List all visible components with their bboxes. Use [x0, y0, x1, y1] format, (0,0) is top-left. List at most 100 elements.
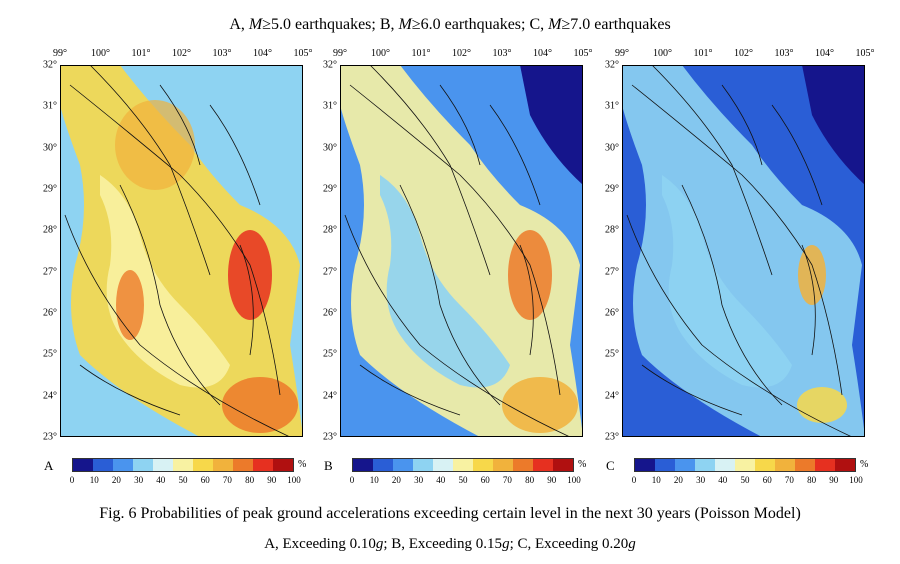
colorbar-swatch [253, 459, 273, 471]
hazard-map [60, 65, 303, 437]
colorbar-swatch [815, 459, 835, 471]
longitude-tick-label: 103° [492, 48, 512, 59]
title-rest-c: ≥7.0 earthquakes [561, 16, 671, 33]
longitude-tick-label: 100° [653, 48, 672, 59]
colorbar-tick-label: 50 [458, 475, 468, 485]
fault-line [801, 244, 816, 356]
fault-line [159, 84, 201, 166]
hazard-belt-inner [662, 175, 792, 388]
longitude-tick-label: 99° [615, 48, 629, 59]
colorbar-swatch [393, 459, 413, 471]
fault-line [771, 104, 823, 206]
colorbar-swatch [635, 459, 655, 471]
latitude-tick-label: 23° [43, 431, 57, 443]
panel-label: B [324, 458, 333, 473]
map-frame [60, 65, 303, 437]
colorbar-tick-label: 40 [156, 475, 166, 485]
fault-line [651, 65, 773, 276]
colorbar-tick-label: 40 [436, 475, 446, 485]
colorbar-tick-label: 30 [134, 475, 144, 485]
colorbar-ticks: 0 10 20 30 40 50 60 70 80 90 100 [69, 475, 301, 487]
fault-line [209, 104, 261, 206]
fault-line [439, 84, 481, 166]
colorbar-tick-label: 100 [567, 475, 581, 485]
colorbar-swatch [133, 459, 153, 471]
longitude-labels: 99° 100° 101° 102° 103° 104° 105° [310, 48, 593, 64]
map-frame [622, 65, 865, 437]
latitude-tick-label: 29° [323, 183, 337, 195]
longitude-tick-label: 102° [452, 48, 471, 59]
map-panel-c: 99° 100° 101° 102° 103° 104° 105° 32° 31° 30° 29° 2… [592, 48, 875, 498]
colorbar [352, 458, 574, 472]
latitude-tick-label: 25° [43, 348, 57, 360]
longitude-tick-label: 105° [573, 48, 593, 59]
hazard-belt-inner [380, 175, 510, 388]
fault-line [489, 104, 541, 206]
colorbar-tick-label: 0 [69, 475, 75, 485]
colorbar-swatch [273, 459, 293, 471]
fault-line [721, 84, 763, 166]
latitude-tick-label: 25° [605, 348, 619, 360]
longitude-tick-label: 104° [815, 48, 834, 59]
colorbar-tick-label: 80 [245, 475, 255, 485]
fault-line [359, 364, 461, 416]
latitude-tick-label: 27° [323, 266, 337, 278]
panel-label: C [606, 458, 615, 473]
colorbar-swatch [513, 459, 533, 471]
colorbar [634, 458, 856, 472]
title-m-a: M [248, 16, 263, 33]
latitude-tick-label: 32° [323, 59, 337, 71]
latitude-tick-label: 24° [323, 390, 337, 402]
longitude-tick-label: 105° [855, 48, 875, 59]
colorbar-tick-label: 40 [718, 475, 728, 485]
colorbar-tick-label: 70 [222, 475, 232, 485]
longitude-labels: 99° 100° 101° 102° 103° 104° 105° [592, 48, 875, 64]
longitude-tick-label: 101° [411, 48, 431, 59]
colorbar-tick-label: 10 [89, 475, 99, 485]
longitude-tick-label: 100° [91, 48, 110, 59]
longitude-tick-label: 104° [253, 48, 272, 59]
title-part-a: A, [229, 16, 249, 33]
fault-line [89, 65, 211, 276]
colorbar-swatch [173, 459, 193, 471]
colorbar-tick-label: 80 [807, 475, 817, 485]
colorbar-ticks: 0 10 20 30 40 50 60 70 80 90 100 [632, 475, 863, 487]
latitude-tick-label: 24° [43, 390, 57, 402]
colorbar-swatch [433, 459, 453, 471]
colorbar-tick-label: 80 [525, 475, 535, 485]
colorbar-tick-label: 10 [651, 475, 661, 485]
subcaption-g-c: g [628, 536, 636, 552]
hazard-hotspot-east [798, 245, 826, 305]
longitude-tick-label: 99° [333, 48, 347, 59]
colorbar-tick-label: 90 [829, 475, 839, 485]
fault-line [681, 184, 783, 406]
latitude-tick-label: 23° [323, 431, 337, 443]
colorbar-tick-label: 20 [111, 475, 121, 485]
colorbar-swatch [675, 459, 695, 471]
latitude-tick-label: 30° [43, 142, 57, 154]
latitude-tick-label: 28° [323, 224, 337, 236]
colorbar-tick-label: 100 [849, 475, 863, 485]
map-panel-a: 99° 100° 101° 102° 103° 104° 105° 32° 31° 30° 29° 2… [30, 48, 313, 498]
fault-line [369, 65, 491, 276]
colorbar-tick-label: 50 [740, 475, 750, 485]
colorbar-tick-label: 30 [414, 475, 424, 485]
colorbar-tick-label: 50 [178, 475, 188, 485]
latitude-tick-label: 26° [605, 307, 619, 319]
colorbar-tick-label: 60 [762, 475, 772, 485]
map-panel-b: 99° 100° 101° 102° 103° 104° 105° 32° 31° 30° 29° 2… [310, 48, 593, 498]
fault-line [69, 84, 281, 396]
hazard-hotspot-north [115, 100, 195, 190]
colorbar-swatch [655, 459, 675, 471]
colorbar-ticks: 0 10 20 30 40 50 60 70 80 90 100 [350, 475, 581, 487]
colorbar-tick-label: 60 [200, 475, 210, 485]
subcaption-b: ; B, Exceeding 0.15 [383, 536, 503, 552]
subcaption-g-b: g [502, 536, 510, 552]
colorbar-swatch [213, 459, 233, 471]
hazard-map [622, 65, 865, 437]
colorbar-swatch [795, 459, 815, 471]
longitude-tick-label: 103° [212, 48, 232, 59]
hazard-hotspot-south [502, 377, 578, 433]
colorbar-swatch [233, 459, 253, 471]
colorbar-swatch [353, 459, 373, 471]
